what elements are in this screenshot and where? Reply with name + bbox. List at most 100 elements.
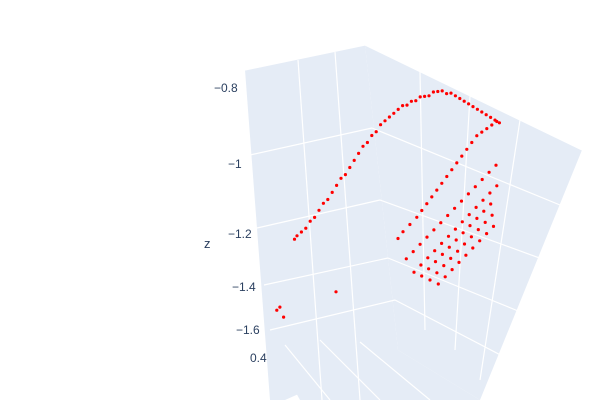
scatter-point — [299, 230, 303, 234]
scatter-points — [275, 89, 501, 319]
scatter-point — [425, 202, 429, 206]
scatter-point — [462, 242, 467, 246]
scatter-point — [483, 220, 487, 224]
scatter-point — [466, 192, 470, 196]
scatter-point — [313, 215, 317, 219]
scatter-point — [435, 271, 439, 275]
scatter-point — [440, 252, 444, 256]
scatter-point — [357, 151, 361, 155]
scatter-point — [481, 198, 485, 202]
scatter-point — [392, 111, 396, 115]
grid-line — [244, 44, 366, 71]
scatter-point — [447, 245, 451, 249]
scatter-point — [490, 213, 494, 217]
scatter-point — [487, 170, 491, 174]
scatter-point — [465, 147, 469, 151]
scatter-point — [446, 234, 451, 238]
scatter-point — [460, 220, 464, 224]
grid-line — [419, 71, 426, 331]
scatter-point — [365, 140, 369, 145]
scatter-point — [420, 208, 424, 213]
scatter-point — [396, 107, 400, 111]
scatter-point — [411, 250, 415, 254]
grid-line — [387, 257, 529, 316]
scatter-point — [455, 161, 459, 165]
scatter-point — [427, 267, 431, 271]
scatter-point — [480, 110, 484, 114]
scatter-point — [446, 213, 450, 218]
scatter-point — [304, 226, 308, 230]
grid-line — [256, 199, 381, 229]
scatter-point — [495, 184, 499, 188]
scatter-point — [450, 168, 454, 172]
scatter-point — [383, 119, 387, 123]
scatter-point — [442, 264, 446, 268]
scatter-point — [456, 249, 460, 253]
scatter-point — [460, 154, 464, 158]
scatter-point — [471, 246, 475, 250]
scatter-point — [485, 127, 489, 131]
scatter-point — [480, 177, 484, 182]
scatter-point — [440, 181, 444, 185]
z-axis-title: z — [204, 236, 211, 251]
scatter-point — [445, 174, 449, 179]
z-tick-label: −1.2 — [228, 227, 252, 241]
scatter-point — [490, 123, 494, 127]
grid-line — [249, 127, 373, 156]
scatter-point — [478, 239, 482, 243]
scatter-point — [423, 94, 427, 98]
scatter-point — [440, 241, 444, 245]
scatter-point — [370, 133, 374, 138]
scatter-point — [491, 224, 496, 228]
back-pane-right — [365, 45, 582, 400]
scatter-point — [450, 268, 454, 272]
scatter-point — [436, 282, 440, 286]
scatter-point — [449, 91, 453, 95]
scatter-point — [326, 197, 330, 202]
scatter-point — [494, 163, 498, 167]
scatter-point — [453, 94, 457, 98]
scatter-point — [433, 260, 438, 264]
scatter-point — [282, 315, 286, 319]
scatter-point — [485, 232, 489, 236]
grid-line — [479, 119, 521, 381]
scatter-point — [497, 121, 501, 125]
scatter-point — [396, 236, 400, 241]
scatter-point — [461, 231, 465, 235]
scatter-point — [334, 290, 338, 294]
scatter-point — [418, 95, 422, 99]
scatter-point — [401, 230, 405, 234]
grid-line — [284, 344, 331, 400]
scatter-point — [343, 173, 347, 177]
scatter-point — [420, 274, 424, 278]
z-tick-label: −1.4 — [232, 280, 256, 294]
grid-line — [364, 44, 583, 151]
scatter-point — [278, 305, 282, 309]
scatter-point — [387, 115, 391, 119]
grid-line — [263, 257, 389, 286]
scatter-point — [467, 102, 471, 106]
grid-line — [359, 341, 431, 400]
scatter-point — [436, 89, 440, 94]
z-tick-label: −1.6 — [236, 323, 260, 337]
scatter-point — [330, 190, 334, 194]
y-tick-label: 0.4 — [250, 351, 267, 365]
scatter-point — [412, 270, 416, 274]
scatter-point — [317, 208, 321, 212]
back-pane-left — [245, 45, 398, 400]
scatter-point — [379, 123, 383, 127]
scatter-point — [464, 253, 468, 257]
scatter-point — [468, 224, 472, 228]
scatter-point — [474, 205, 478, 209]
grid-line — [319, 339, 381, 400]
scatter-point — [348, 165, 352, 170]
scatter-point — [361, 144, 365, 148]
scatter-point — [292, 237, 297, 241]
scatter-point — [435, 188, 439, 192]
scatter-point — [425, 235, 429, 239]
scatter-point — [374, 130, 378, 134]
scatter-point — [489, 115, 493, 119]
scatter-point — [308, 219, 312, 223]
scatter-point — [453, 206, 457, 210]
